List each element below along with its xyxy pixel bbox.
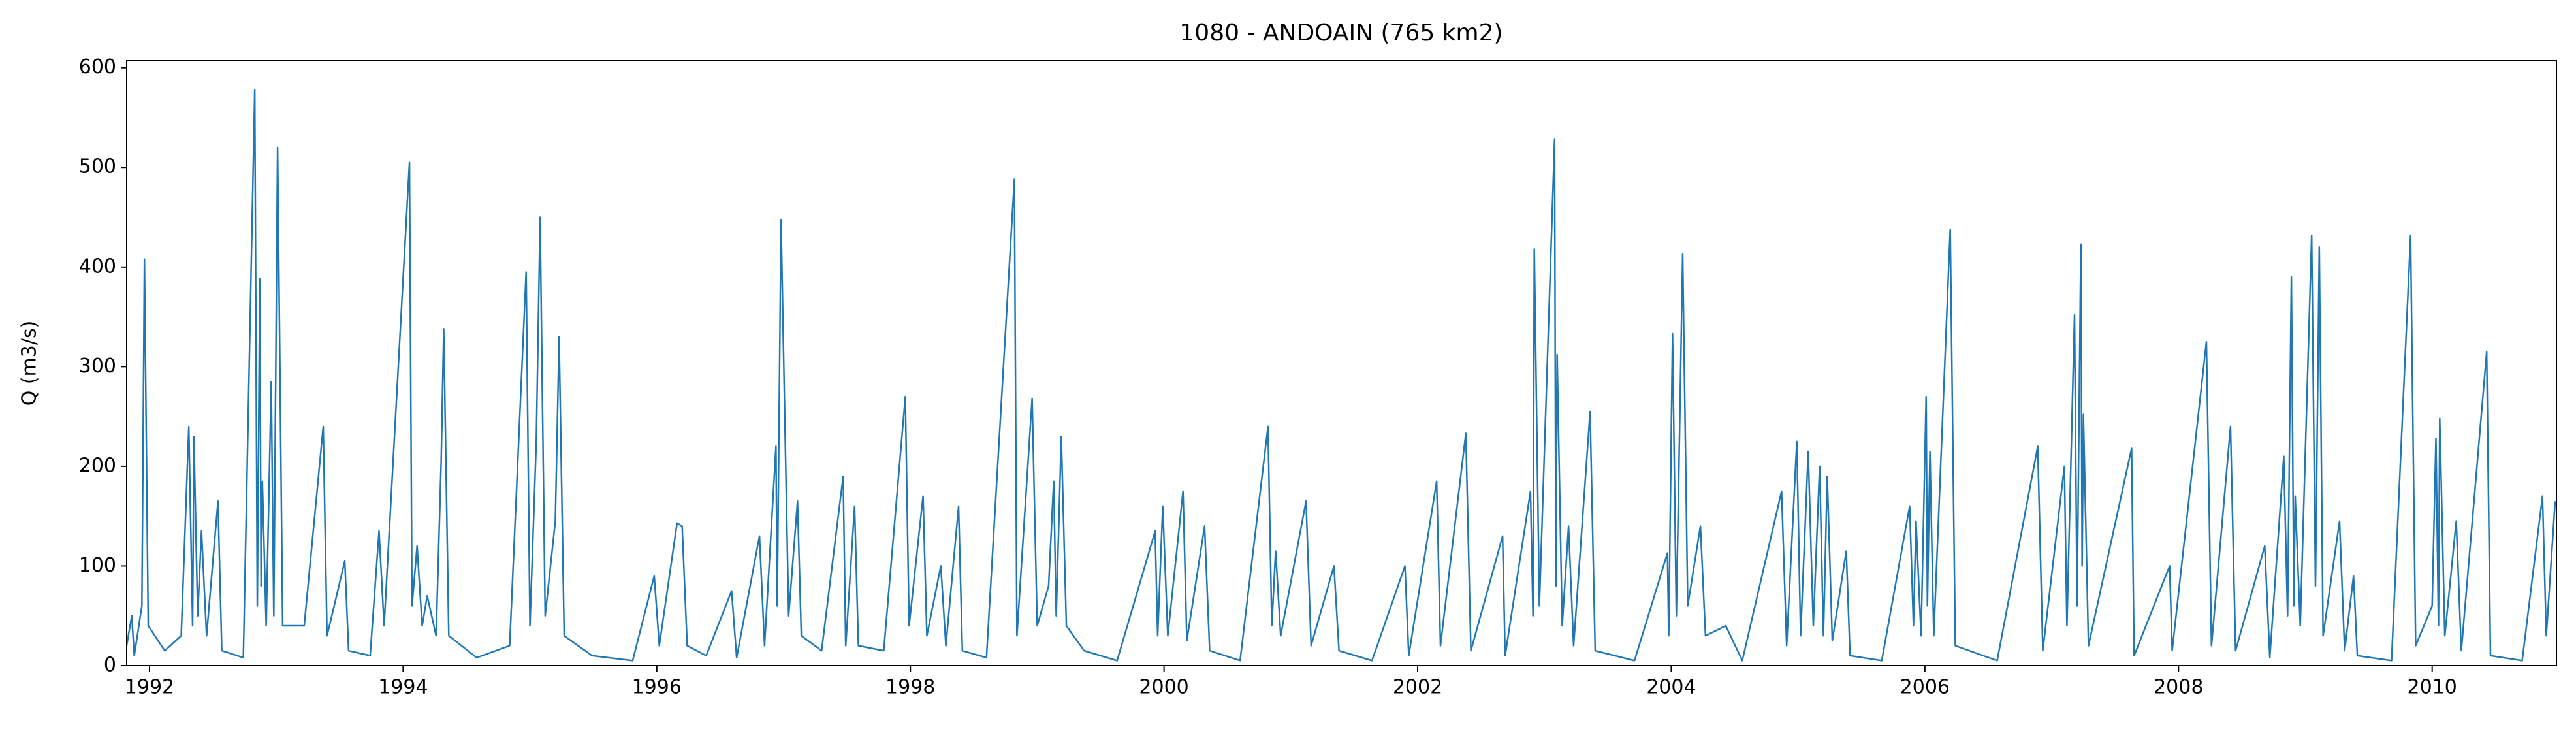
y-tick-label: 400: [79, 255, 116, 278]
y-axis-label: Q (m3/s): [18, 321, 41, 406]
x-tick-label: 2010: [2407, 676, 2457, 699]
x-tick-label: 2008: [2154, 676, 2203, 699]
y-tick-label: 0: [104, 654, 116, 677]
y-tick-label: 200: [79, 454, 116, 477]
x-tick-label: 1994: [378, 676, 428, 699]
y-tick-label: 300: [79, 355, 116, 378]
y-tick-label: 500: [79, 155, 116, 178]
x-tick-label: 1996: [632, 676, 682, 699]
x-tick-label: 2000: [1139, 676, 1188, 699]
y-tick-label: 100: [79, 554, 116, 577]
x-tick-label: 2002: [1393, 676, 1442, 699]
x-tick-label: 1992: [125, 676, 174, 699]
x-tick-label: 2004: [1646, 676, 1696, 699]
x-tick-label: 2006: [1900, 676, 1950, 699]
x-tick-label: 1998: [885, 676, 935, 699]
y-tick-label: 600: [79, 56, 116, 78]
flow-line: [127, 88, 2556, 662]
chart-title: 1080 - ANDOAIN (765 km2): [1179, 20, 1503, 46]
plot-frame: [126, 60, 2557, 666]
